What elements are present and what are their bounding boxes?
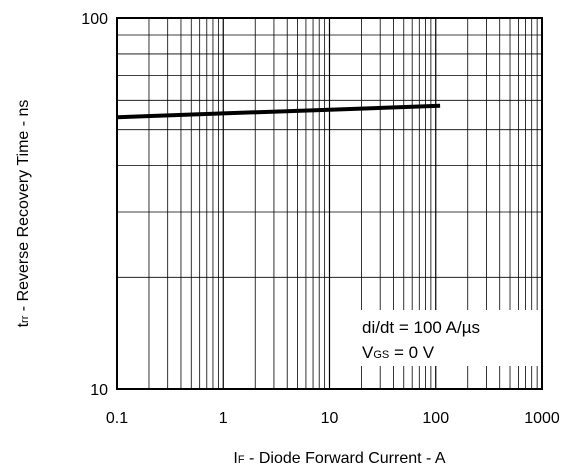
y-axis-title: trr - Reverse Recovery Time - ns: [15, 100, 32, 328]
series-layer: [116, 103, 441, 120]
tick-labels: 0.1 1 10 100 1000 10 100: [81, 11, 560, 427]
series-line: [116, 103, 441, 120]
x-axis-title-rest: - Diode Forward Current - A: [245, 450, 446, 467]
x-tick-label: 100: [422, 410, 449, 427]
x-tick-label: 0.1: [106, 410, 128, 427]
annotation-background: [355, 310, 538, 366]
x-tick-label: 1: [219, 410, 228, 427]
annotation-vgs-sub: GS: [373, 349, 389, 361]
y-tick-label: 10: [90, 382, 108, 399]
y-axis-title-rest: - Reverse Recovery Time - ns: [15, 100, 32, 316]
x-tick-label: 1000: [524, 410, 560, 427]
annotation-vgs: VGS = 0 V: [362, 343, 435, 362]
annotation-box: di/dt = 100 A/µs VGS = 0 V: [355, 310, 538, 366]
y-tick-label: 100: [81, 11, 108, 28]
plot-frame: [116, 17, 543, 390]
x-axis-title-sub: F: [238, 454, 245, 466]
annotation-didt: di/dt = 100 A/µs: [362, 318, 480, 337]
y-axis-title-sub: rr: [19, 315, 31, 323]
annotation-vgs-rest: = 0 V: [389, 343, 435, 362]
x-axis-title: IF - Diode Forward Current - A: [233, 450, 445, 467]
x-axis-title-main: I: [233, 450, 237, 467]
x-tick-label: 10: [321, 410, 339, 427]
y-axis-title-main: t: [15, 322, 32, 327]
annotation-vgs-main: V: [362, 343, 374, 362]
